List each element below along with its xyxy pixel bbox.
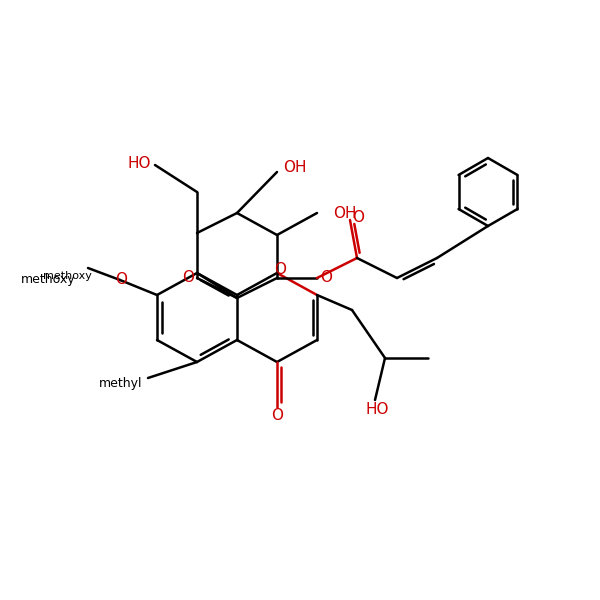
Text: O: O [182,269,194,284]
Text: O: O [274,263,286,277]
Text: O: O [320,269,332,284]
Text: methoxy: methoxy [43,271,92,281]
Text: OH: OH [333,205,356,220]
Text: OH: OH [283,160,307,175]
Text: methyl: methyl [98,377,142,389]
Text: O: O [115,271,127,286]
Text: methoxy: methoxy [20,274,75,286]
Text: O: O [271,409,283,424]
Text: O: O [352,209,364,224]
Text: HO: HO [128,155,151,170]
Text: HO: HO [365,401,389,416]
